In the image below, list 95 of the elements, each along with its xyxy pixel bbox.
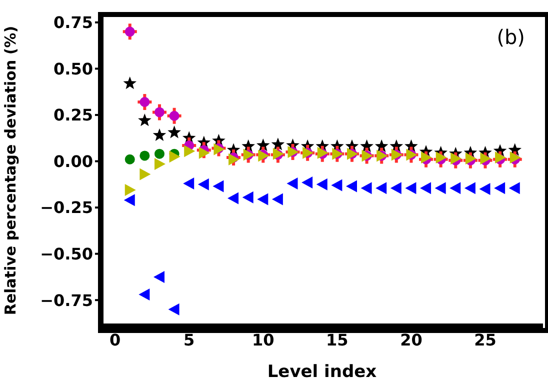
point xyxy=(210,138,228,158)
point xyxy=(228,192,239,204)
point xyxy=(492,150,509,169)
point xyxy=(360,182,372,194)
point xyxy=(269,145,286,164)
point xyxy=(150,102,168,122)
point xyxy=(272,193,283,206)
point xyxy=(418,150,435,169)
x-axis-title: Level index xyxy=(267,362,377,382)
y-tick-label: −0.75 xyxy=(40,290,93,310)
point xyxy=(152,128,166,141)
point xyxy=(421,152,432,164)
point xyxy=(154,158,166,170)
point xyxy=(464,182,476,194)
point xyxy=(138,114,152,126)
y-axis-title: Relative percentage deviation (%) xyxy=(1,26,20,316)
point xyxy=(168,303,180,316)
x-tick-label: 10 xyxy=(252,330,274,350)
point xyxy=(405,182,416,194)
x-tick-label: 0 xyxy=(109,330,121,350)
point xyxy=(124,184,136,196)
x-tick-label: 5 xyxy=(184,330,195,350)
point xyxy=(240,145,257,164)
point xyxy=(462,150,479,170)
point xyxy=(124,194,135,206)
point xyxy=(154,148,164,159)
y-tick-label: 0.50 xyxy=(54,59,93,78)
point xyxy=(154,107,164,118)
point xyxy=(506,150,524,169)
point xyxy=(436,152,447,164)
point xyxy=(299,143,316,162)
point xyxy=(390,182,402,194)
y-tick-label: 0.25 xyxy=(54,106,93,125)
point xyxy=(302,176,313,189)
y-tick-label: −0.25 xyxy=(40,198,93,218)
point xyxy=(184,145,196,158)
point xyxy=(124,154,135,164)
point xyxy=(479,183,490,196)
point xyxy=(373,146,390,166)
point xyxy=(495,152,506,164)
point xyxy=(508,182,520,194)
point xyxy=(434,182,446,194)
point xyxy=(195,140,212,160)
x-tick-label: 15 xyxy=(326,330,348,350)
point xyxy=(465,152,476,164)
point xyxy=(257,193,268,206)
point xyxy=(198,146,210,159)
point xyxy=(388,145,405,164)
point xyxy=(212,180,224,192)
point xyxy=(123,76,137,90)
point xyxy=(140,150,150,161)
point xyxy=(140,97,150,108)
point xyxy=(225,148,242,168)
point xyxy=(198,178,209,190)
point xyxy=(494,182,506,194)
point xyxy=(153,270,164,283)
point xyxy=(168,126,181,138)
point xyxy=(124,26,135,37)
point xyxy=(254,145,272,164)
point xyxy=(138,288,150,301)
point xyxy=(242,191,254,204)
point xyxy=(271,138,285,150)
x-tick-label: 25 xyxy=(474,330,496,350)
point xyxy=(480,152,492,164)
point xyxy=(476,150,494,170)
y-tick-label: 0.75 xyxy=(54,13,93,32)
x-tick-label: 20 xyxy=(400,330,422,350)
point xyxy=(343,144,360,164)
point xyxy=(169,150,180,163)
point xyxy=(376,182,387,194)
point xyxy=(183,177,194,190)
point xyxy=(136,92,154,112)
point xyxy=(284,142,302,162)
point xyxy=(346,180,357,192)
point xyxy=(402,145,420,164)
point xyxy=(450,182,461,194)
annotation: (b) xyxy=(496,25,525,49)
point xyxy=(228,153,240,166)
point xyxy=(432,150,450,169)
point xyxy=(169,110,180,121)
point xyxy=(420,182,432,194)
point xyxy=(166,106,183,126)
point xyxy=(510,152,521,164)
point xyxy=(328,144,346,164)
point xyxy=(358,146,376,166)
point xyxy=(314,144,331,164)
point xyxy=(316,178,328,190)
y-tick-label: 0.00 xyxy=(54,152,93,171)
point xyxy=(121,22,138,42)
point xyxy=(331,179,342,192)
point xyxy=(140,168,151,180)
point xyxy=(447,150,464,170)
point xyxy=(450,152,462,164)
point xyxy=(286,177,298,190)
y-tick-label: −0.50 xyxy=(40,244,93,264)
